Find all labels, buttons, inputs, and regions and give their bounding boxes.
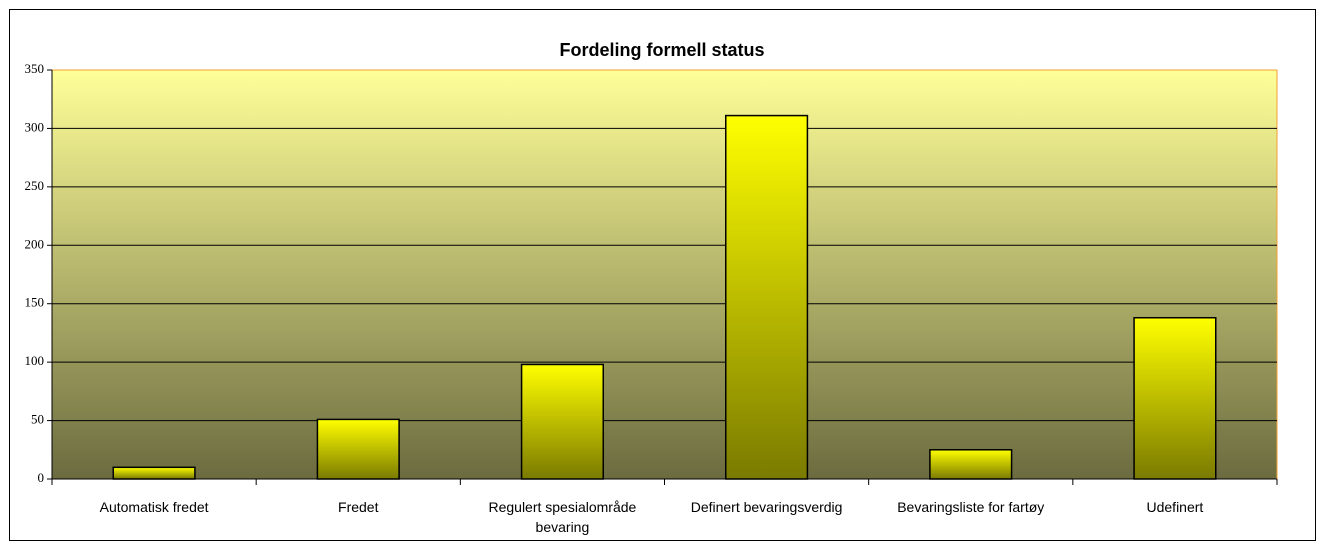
- y-tick-label: 250: [25, 178, 45, 193]
- x-tick-label: Fredet: [338, 499, 379, 515]
- bar: [725, 114, 809, 480]
- bar: [1133, 316, 1217, 480]
- x-tick-label: Definert bevaringsverdig: [690, 499, 843, 515]
- bar: [316, 418, 400, 480]
- y-tick-label: 150: [25, 295, 45, 310]
- y-tick-label: 0: [38, 470, 45, 485]
- chart-title: Fordeling formell status: [559, 40, 764, 60]
- y-tick-label: 50: [31, 412, 44, 427]
- y-tick-label: 300: [25, 119, 45, 134]
- bar: [929, 449, 1013, 480]
- x-tick-label: Automatisk fredet: [99, 499, 209, 515]
- x-tick-label: Udefinert: [1146, 499, 1204, 515]
- bar: [112, 466, 196, 480]
- x-tick-label: Regulert spesialområde bevaring: [488, 499, 637, 535]
- y-tick-label: 200: [25, 236, 45, 251]
- y-tick-label: 100: [25, 353, 45, 368]
- y-tick-label: 350: [25, 61, 45, 76]
- bar: [520, 363, 604, 480]
- x-tick-label: Bevaringsliste for fartøy: [897, 499, 1045, 515]
- plot-area: [51, 69, 1278, 480]
